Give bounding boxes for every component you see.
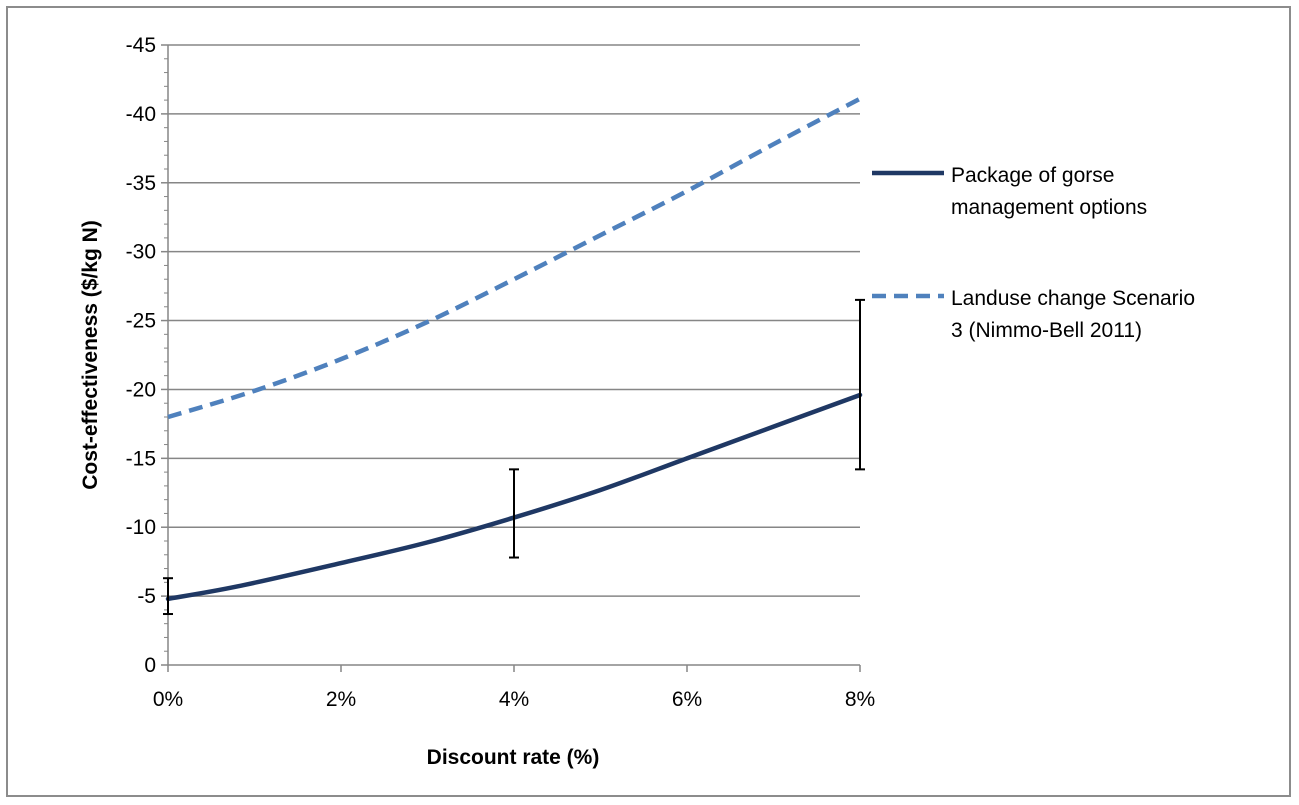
gridlines xyxy=(168,44,860,597)
x-tick-label: 0% xyxy=(153,688,183,711)
axes xyxy=(161,44,861,672)
error-bar xyxy=(163,577,173,616)
x-tick-labels: 0% 2% 4% 6% 8% xyxy=(153,688,875,711)
x-tick-label: 2% xyxy=(326,688,356,711)
y-tick-label: -25 xyxy=(126,310,156,333)
y-tick-label: -40 xyxy=(126,103,156,126)
x-tick-label: 6% xyxy=(672,688,702,711)
y-tick-label: -45 xyxy=(126,34,156,57)
y-tick-labels: -45 -40 -35 -30 -25 -20 -15 -10 -5 0 xyxy=(126,34,156,677)
y-tick-label: -15 xyxy=(126,447,156,470)
error-bar xyxy=(855,298,865,471)
y-tick-label: -35 xyxy=(126,172,156,195)
y-tick-label: 0 xyxy=(144,654,156,677)
y-tick-label: -20 xyxy=(126,378,156,401)
y-tick-label: -30 xyxy=(126,241,156,264)
error-bars xyxy=(163,298,865,616)
legend-label-landuse: Landuse change Scenario 3 (Nimmo-Bell 201… xyxy=(951,287,1195,342)
error-bar xyxy=(509,468,519,559)
x-tick-label: 4% xyxy=(499,688,529,711)
x-axis-title: Discount rate (%) xyxy=(427,746,600,769)
y-tick-label: -10 xyxy=(126,516,156,539)
x-tick-label: 8% xyxy=(845,688,875,711)
y-axis-title: Cost-effectiveness ($/kg N) xyxy=(79,220,102,490)
legend: Package of gorse management options Landu… xyxy=(872,164,1195,342)
series-line-landuse xyxy=(167,96,862,420)
legend-label-gorse: Package of gorse management options xyxy=(951,164,1147,219)
y-tick-label: -5 xyxy=(137,585,156,608)
